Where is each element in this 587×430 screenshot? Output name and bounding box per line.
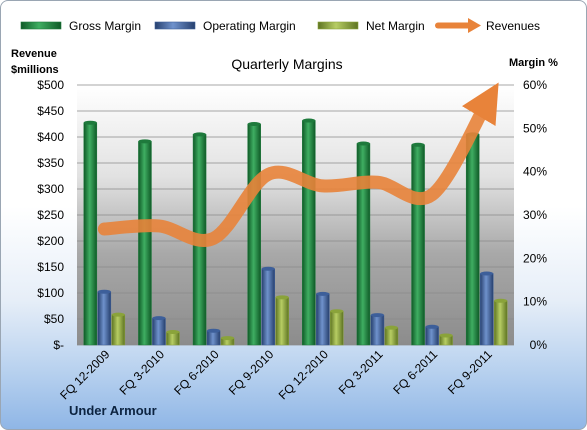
left-axis-ticks: $- $50 $100 $150 $200 $250 $300 $350 $400 $450 $50… <box>37 78 64 352</box>
x-tick-label: FQ 3-2011 <box>336 347 386 397</box>
bar-cap <box>138 139 152 144</box>
right-tick-label: 10% <box>523 295 547 309</box>
bar-gross-margin <box>411 144 425 346</box>
bar-cap <box>425 324 439 329</box>
bar-cap <box>411 142 425 147</box>
bar-cap <box>97 289 111 294</box>
footer-label: Under Armour <box>69 403 157 418</box>
legend-swatch <box>20 21 62 30</box>
bar-gross-margin <box>302 120 316 346</box>
bar-cap <box>261 266 275 271</box>
bar-net-margin <box>493 300 508 346</box>
bar-net-margin <box>384 327 399 346</box>
left-tick-label: $450 <box>37 104 64 118</box>
bar-cap <box>193 132 207 137</box>
bar-operating-margin <box>479 273 494 346</box>
revenue-line <box>97 82 499 247</box>
bar-operating-margin <box>97 291 112 346</box>
left-tick-label: $400 <box>37 130 64 144</box>
x-tick-label: FQ 3-2010 <box>117 347 168 398</box>
bar-gross-margin <box>247 123 261 346</box>
x-tick-label: FQ 6-2011 <box>390 347 440 397</box>
legend-swatch <box>317 21 359 30</box>
left-tick-label: $500 <box>37 78 64 92</box>
bar-cap <box>111 312 125 317</box>
chart-title: Quarterly Margins <box>231 56 342 72</box>
bar-gross-margin <box>465 134 480 346</box>
x-axis-ticks: FQ 12-2009 FQ 3-2010 FQ 6-2010 FQ 9-2010 FQ … <box>57 347 495 402</box>
legend-label: Gross Margin <box>69 19 141 33</box>
left-tick-label: $150 <box>37 260 64 274</box>
bar-operating-margin <box>261 268 275 346</box>
legend-label: Operating Margin <box>203 19 296 33</box>
left-tick-label: $350 <box>37 156 64 170</box>
bar-gross-margin <box>83 122 98 346</box>
bar-cap <box>275 295 289 300</box>
x-tick-label: FQ 12-2009 <box>57 347 112 402</box>
legend-label: Revenues <box>486 19 540 33</box>
bar-cap <box>384 325 398 330</box>
bar-cap <box>247 122 261 126</box>
bar-operating-margin <box>425 326 439 346</box>
legend: Gross Margin Operating Margin Net Margin Re… <box>20 18 540 33</box>
bar-operating-margin <box>152 317 166 346</box>
bar-net-margin <box>275 297 289 346</box>
left-tick-label: $50 <box>44 312 64 326</box>
bar-cap <box>83 120 97 125</box>
bar-cap <box>370 313 384 318</box>
bar-cap <box>166 330 180 334</box>
right-tick-label: 0% <box>530 338 548 352</box>
right-tick-label: 30% <box>523 208 547 222</box>
bar-gross-margin <box>138 141 152 346</box>
left-tick-label: $100 <box>37 286 64 300</box>
x-tick-label: FQ 9-2011 <box>445 347 495 397</box>
legend-label: Net Margin <box>366 19 425 33</box>
bar-cap <box>152 316 166 321</box>
bar-net-margin <box>111 314 126 346</box>
bar-operating-margin <box>206 330 221 346</box>
bar-cap <box>356 141 370 146</box>
left-tick-label: $200 <box>37 234 64 248</box>
right-tick-label: 20% <box>523 251 547 265</box>
x-tick-label: FQ 9-2010 <box>226 347 277 398</box>
bar-operating-margin <box>316 293 330 346</box>
left-tick-label: $300 <box>37 182 64 196</box>
bar-cap <box>207 328 221 333</box>
legend-swatch <box>154 21 196 30</box>
bar-cap <box>302 118 316 123</box>
bar-cap <box>494 298 508 303</box>
revenue-line-group <box>97 82 499 247</box>
legend-swatch-arrow <box>468 18 481 33</box>
x-tick-label: FQ 12-2010 <box>276 347 331 402</box>
left-tick-label: $- <box>53 338 64 352</box>
bar-net-margin <box>330 310 344 346</box>
bar-gross-margin <box>356 143 371 346</box>
x-tick-label: FQ 6-2010 <box>171 347 222 398</box>
right-tick-label: 40% <box>523 165 547 179</box>
bar-operating-margin <box>370 314 385 346</box>
right-tick-label: 60% <box>523 78 547 92</box>
bar-cap <box>221 336 235 341</box>
bar-cap <box>480 271 494 276</box>
right-axis-ticks: 0% 10% 20% 30% 40% 50% 60% <box>523 78 547 352</box>
bar-cap <box>439 333 453 338</box>
left-tick-label: $250 <box>37 208 64 222</box>
bars-group <box>83 118 508 346</box>
bar-cap <box>330 309 344 314</box>
right-axis-title: Margin % <box>509 57 558 69</box>
left-axis-title-line1: Revenue <box>11 48 57 60</box>
right-tick-label: 50% <box>523 121 547 135</box>
left-axis-title-line2: $millions <box>11 64 59 76</box>
bar-cap <box>316 291 330 296</box>
